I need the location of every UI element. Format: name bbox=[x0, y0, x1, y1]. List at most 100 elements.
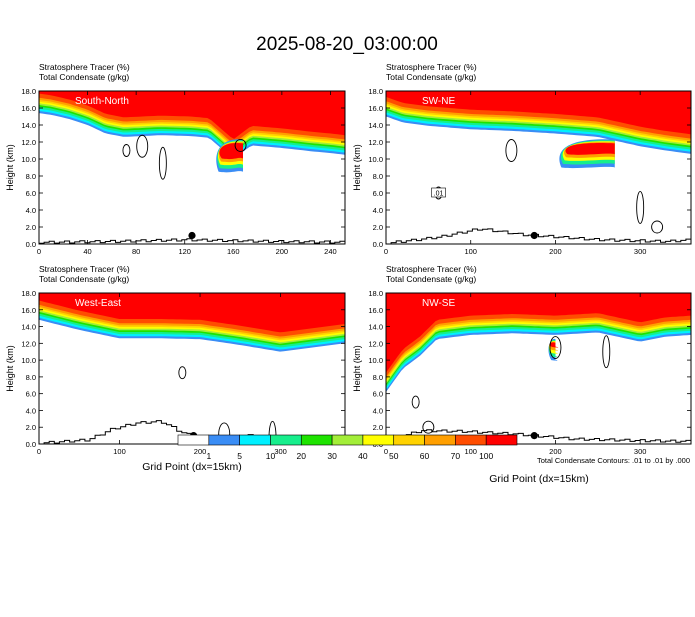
plot-frame bbox=[385, 292, 692, 445]
location-marker bbox=[530, 231, 538, 240]
tracer-fold-layer bbox=[565, 142, 615, 155]
plot-area bbox=[39, 91, 345, 244]
field-label-condensate: Total Condensate (g/kg) bbox=[39, 274, 129, 284]
y-axis-label: Height (km) bbox=[352, 144, 362, 191]
field-label-condensate: Total Condensate (g/kg) bbox=[386, 72, 476, 82]
condensate-contour bbox=[651, 220, 664, 234]
panel-label: SW-NE bbox=[422, 96, 455, 107]
y-tick-label: 16.0 bbox=[21, 104, 36, 113]
y-tick-label: 18.0 bbox=[368, 87, 383, 96]
panel-west-east: Stratosphere Tracer (%)Total Condensate … bbox=[5, 264, 346, 456]
colorbar-label: 30 bbox=[327, 451, 337, 461]
tracer-fold-layer bbox=[219, 143, 243, 160]
condensate-contour bbox=[218, 422, 231, 444]
condensate-contour bbox=[505, 139, 518, 162]
y-tick-label: 8.0 bbox=[373, 172, 383, 181]
condensate-contour bbox=[422, 420, 435, 434]
y-tick-label: 10.0 bbox=[368, 356, 383, 365]
plot-frame bbox=[385, 90, 692, 245]
condensate-contour bbox=[136, 134, 149, 158]
location-marker bbox=[530, 432, 538, 440]
terrain-line bbox=[386, 228, 691, 244]
plot-frame bbox=[38, 90, 346, 245]
x-tick-label: 40 bbox=[83, 247, 91, 256]
y-tick-label: 14.0 bbox=[21, 323, 36, 332]
x-tick-label: 120 bbox=[178, 247, 191, 256]
y-tick-label: 8.0 bbox=[373, 373, 383, 382]
panel-label: South-North bbox=[75, 96, 129, 107]
contour-label-box bbox=[431, 187, 446, 198]
panel-label: NW-SE bbox=[422, 298, 455, 309]
y-tick-label: 4.0 bbox=[373, 406, 383, 415]
y-tick-label: 4.0 bbox=[26, 406, 36, 415]
colorbar-label: 100 bbox=[479, 451, 493, 461]
x-tick-label: 0 bbox=[384, 447, 388, 456]
x-tick-label: 300 bbox=[634, 247, 647, 256]
terrain-line bbox=[386, 429, 691, 443]
y-tick-label: 14.0 bbox=[21, 121, 36, 130]
y-tick-label: 0.0 bbox=[26, 240, 36, 249]
y-tick-label: 6.0 bbox=[373, 189, 383, 198]
y-axis-label: Height (km) bbox=[5, 144, 15, 191]
colorbar-swatch bbox=[177, 434, 210, 446]
x-tick-label: 0 bbox=[384, 247, 388, 256]
y-tick-label: 18.0 bbox=[21, 289, 36, 298]
colorbar-swatch bbox=[300, 434, 333, 446]
x-tick-label: 80 bbox=[132, 247, 140, 256]
tracer-band-100 bbox=[39, 91, 345, 139]
y-tick-label: 12.0 bbox=[21, 339, 36, 348]
y-tick-label: 14.0 bbox=[368, 121, 383, 130]
y-tick-label: 4.0 bbox=[26, 206, 36, 215]
y-axis-label: Height (km) bbox=[352, 345, 362, 392]
field-label-condensate: Total Condensate (g/kg) bbox=[39, 72, 129, 82]
x-tick-label: 100 bbox=[464, 247, 477, 256]
y-tick-label: 12.0 bbox=[368, 138, 383, 147]
y-tick-label: 6.0 bbox=[26, 390, 36, 399]
terrain-line bbox=[39, 238, 345, 244]
panel-nw-se: Stratosphere Tracer (%)Total Condensate … bbox=[352, 264, 692, 456]
x-tick-label: 100 bbox=[113, 447, 126, 456]
colorbar-label: 70 bbox=[451, 451, 461, 461]
colorbar-swatch bbox=[393, 434, 425, 446]
condensate-contour bbox=[411, 395, 420, 409]
colorbar-label: 40 bbox=[358, 451, 368, 461]
contour-label: .01 bbox=[434, 191, 444, 198]
colorbar-label: 1 bbox=[206, 451, 211, 461]
condensate-contour bbox=[636, 190, 645, 224]
y-tick-label: 2.0 bbox=[26, 223, 36, 232]
y-tick-label: 2.0 bbox=[373, 423, 383, 432]
y-tick-label: 14.0 bbox=[368, 323, 383, 332]
field-label-tracer: Stratosphere Tracer (%) bbox=[39, 264, 130, 274]
y-tick-label: 12.0 bbox=[21, 138, 36, 147]
plot-area bbox=[386, 293, 691, 444]
panel-label: West-East bbox=[75, 298, 121, 309]
condensate-contour bbox=[178, 366, 187, 380]
y-tick-label: 18.0 bbox=[368, 289, 383, 298]
y-tick-label: 16.0 bbox=[368, 104, 383, 113]
y-tick-label: 8.0 bbox=[26, 373, 36, 382]
x-tick-label: 200 bbox=[549, 447, 562, 456]
field-label-tracer: Stratosphere Tracer (%) bbox=[386, 62, 477, 72]
y-tick-label: 4.0 bbox=[373, 206, 383, 215]
y-tick-label: 0.0 bbox=[26, 440, 36, 449]
x-tick-label: 160 bbox=[227, 247, 240, 256]
y-tick-label: 12.0 bbox=[368, 339, 383, 348]
colorbar-label: 50 bbox=[389, 451, 399, 461]
colorbar: 1 5 10 20 30 40 50 60 70 100 bbox=[177, 434, 518, 461]
x-tick-label: 0 bbox=[37, 447, 41, 456]
field-label-tracer: Stratosphere Tracer (%) bbox=[386, 264, 477, 274]
x-tick-label: 200 bbox=[276, 247, 289, 256]
page-title: 2025-08-20_03:00:00 bbox=[256, 34, 438, 55]
colorbar-swatch bbox=[239, 434, 271, 446]
y-tick-label: 0.0 bbox=[373, 240, 383, 249]
x-axis-label-right: Grid Point (dx=15km) bbox=[489, 473, 589, 485]
colorbar-swatch bbox=[362, 434, 395, 446]
y-tick-label: 10.0 bbox=[368, 155, 383, 164]
colorbar-swatch bbox=[455, 434, 487, 446]
colorbar-label: 60 bbox=[420, 451, 430, 461]
colorbar-swatch bbox=[208, 434, 240, 446]
x-tick-label: 240 bbox=[324, 247, 337, 256]
y-tick-label: 6.0 bbox=[373, 390, 383, 399]
y-axis-label: Height (km) bbox=[5, 345, 15, 392]
